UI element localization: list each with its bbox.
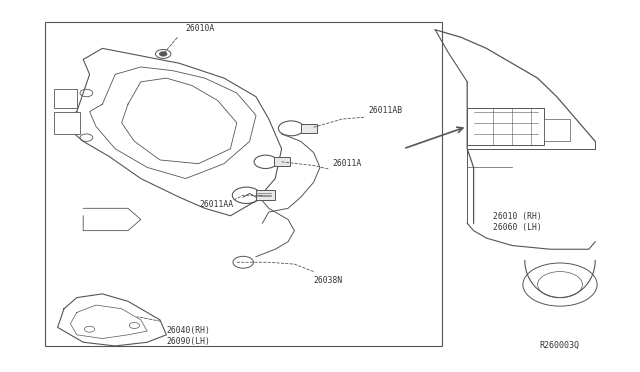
Bar bbox=[544, 119, 570, 141]
Text: 26010A: 26010A bbox=[186, 25, 215, 33]
Text: 26011A: 26011A bbox=[333, 159, 362, 168]
Text: 26038N: 26038N bbox=[314, 276, 343, 285]
Text: 26040(RH)
26090(LH): 26040(RH) 26090(LH) bbox=[166, 326, 211, 346]
Bar bbox=[54, 89, 77, 108]
Text: 26011AA: 26011AA bbox=[200, 200, 234, 209]
Text: 26011AB: 26011AB bbox=[368, 106, 402, 115]
Bar bbox=[301, 124, 317, 133]
Bar bbox=[256, 190, 275, 200]
Bar bbox=[45, 22, 442, 346]
Text: R260003Q: R260003Q bbox=[540, 341, 579, 350]
Bar bbox=[467, 108, 544, 145]
Bar bbox=[274, 157, 290, 166]
Text: 26010 (RH)
26060 (LH): 26010 (RH) 26060 (LH) bbox=[493, 212, 541, 232]
Bar bbox=[54, 112, 80, 134]
Circle shape bbox=[159, 52, 167, 56]
